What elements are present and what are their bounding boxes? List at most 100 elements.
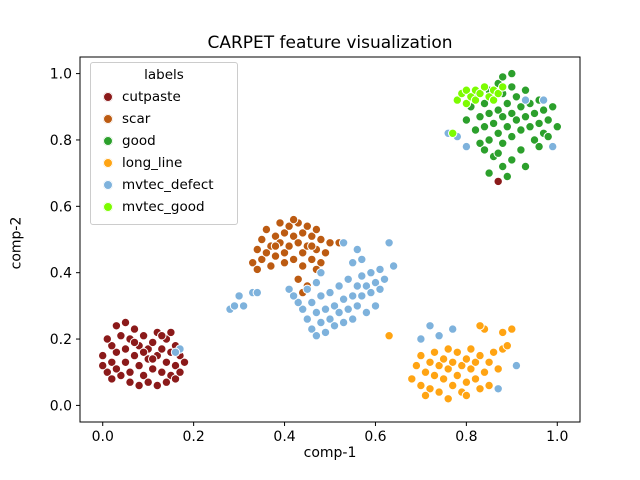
data-point-long_line	[443, 344, 453, 354]
data-point-long_line	[438, 374, 449, 384]
legend-marker-icon	[103, 92, 113, 102]
y-tick-label: 0.0	[50, 398, 72, 414]
data-point-good	[538, 105, 549, 115]
data-point-good	[475, 112, 485, 122]
data-point-cutpaste	[143, 377, 153, 387]
data-point-mvtec_defect	[511, 360, 522, 371]
data-point-long_line	[507, 324, 517, 334]
data-point-good	[498, 161, 508, 172]
data-point-scar	[288, 254, 299, 265]
data-point-good	[479, 122, 490, 132]
x-tick-label: 0.4	[273, 429, 295, 445]
data-point-scar	[257, 234, 267, 245]
x-tick-label: 1.0	[546, 429, 568, 445]
data-point-long_line	[416, 380, 426, 391]
data-point-mvtec_defect	[307, 297, 317, 308]
data-point-good	[516, 125, 526, 135]
data-point-scar	[279, 258, 290, 268]
data-point-mvtec_defect	[375, 284, 385, 294]
data-point-mvtec_defect	[370, 301, 381, 311]
data-point-mvtec_defect	[320, 327, 331, 338]
data-point-cutpaste	[98, 350, 108, 361]
data-point-long_line	[407, 374, 417, 384]
data-point-cutpaste	[157, 344, 167, 354]
data-point-good	[502, 122, 512, 132]
data-point-mvtec_defect	[334, 281, 344, 291]
legend-entry-cutpaste: cutpaste	[97, 86, 231, 108]
data-point-mvtec_defect	[357, 271, 367, 281]
data-point-scar	[325, 238, 335, 248]
data-point-good	[520, 112, 531, 122]
legend-entries: cutpaste scar good long_line mvtec_defect mvt…	[97, 86, 231, 218]
data-point-mvtec_defect	[311, 307, 322, 318]
data-point-long_line	[425, 384, 435, 394]
data-point-mvtec_defect	[302, 284, 312, 294]
legend-label: mvtec_good	[122, 199, 205, 215]
data-point-mvtec_good	[479, 82, 490, 92]
data-point-scar	[298, 261, 308, 271]
data-point-cutpaste	[148, 354, 158, 364]
data-point-long_line	[461, 390, 472, 401]
data-point-cutpaste	[120, 317, 131, 328]
data-point-good	[498, 112, 508, 122]
data-point-cutpaste	[116, 370, 126, 381]
data-point-mvtec_defect	[366, 268, 376, 278]
data-point-good	[511, 115, 522, 125]
data-point-cutpaste	[107, 341, 117, 351]
data-point-long_line	[434, 360, 444, 371]
y-tick-label: 0.2	[50, 332, 72, 348]
data-point-long_line	[420, 390, 431, 401]
data-point-good	[498, 138, 508, 149]
data-point-mvtec_good	[461, 98, 472, 109]
data-point-long_line	[470, 374, 481, 384]
data-point-mvtec_defect	[329, 301, 340, 311]
data-point-mvtec_defect	[311, 277, 322, 288]
data-point-long_line	[425, 357, 435, 367]
data-point-mvtec_defect	[434, 331, 444, 341]
data-point-long_line	[475, 321, 485, 331]
data-point-mvtec_defect	[298, 304, 308, 314]
data-point-mvtec_defect	[316, 268, 326, 278]
data-point-cutpaste	[157, 367, 167, 377]
data-point-mvtec_defect	[307, 324, 317, 334]
data-point-scar	[279, 228, 290, 238]
data-point-cutpaste	[148, 364, 158, 374]
data-point-good	[498, 72, 508, 82]
data-point-scar	[298, 248, 308, 258]
data-point-good	[543, 131, 553, 142]
data-point-scar	[257, 254, 267, 265]
legend-label: scar	[122, 111, 151, 127]
y-tick-label: 0.6	[50, 199, 72, 215]
data-point-cutpaste	[493, 176, 503, 187]
data-point-scar	[307, 254, 317, 265]
data-point-good	[479, 145, 490, 155]
data-point-mvtec_defect	[352, 301, 362, 311]
data-point-cutpaste	[129, 350, 140, 361]
data-point-scar	[293, 274, 303, 284]
data-point-good	[525, 122, 535, 132]
data-point-long_line	[498, 327, 508, 338]
data-point-mvtec_defect	[461, 141, 472, 152]
data-point-scar	[284, 221, 294, 231]
data-point-good	[548, 102, 558, 112]
data-point-mvtec_defect	[493, 384, 503, 394]
data-point-mvtec_defect	[357, 291, 367, 301]
data-point-cutpaste	[102, 367, 113, 377]
data-point-mvtec_defect	[325, 314, 335, 324]
data-point-long_line	[484, 357, 494, 367]
data-point-good	[529, 108, 540, 119]
data-point-mvtec_defect	[348, 314, 358, 324]
data-point-scar	[307, 231, 317, 241]
data-point-long_line	[434, 387, 444, 397]
data-point-good	[516, 102, 526, 112]
data-point-cutpaste	[138, 331, 149, 341]
data-point-scar	[275, 218, 285, 228]
data-point-good	[484, 108, 494, 119]
legend-marker-icon	[103, 114, 113, 124]
data-point-cutpaste	[134, 380, 144, 391]
legend-label: long_line	[122, 155, 183, 171]
data-point-scar	[252, 264, 262, 275]
data-point-long_line	[466, 344, 476, 354]
data-point-mvtec_defect	[538, 95, 549, 105]
